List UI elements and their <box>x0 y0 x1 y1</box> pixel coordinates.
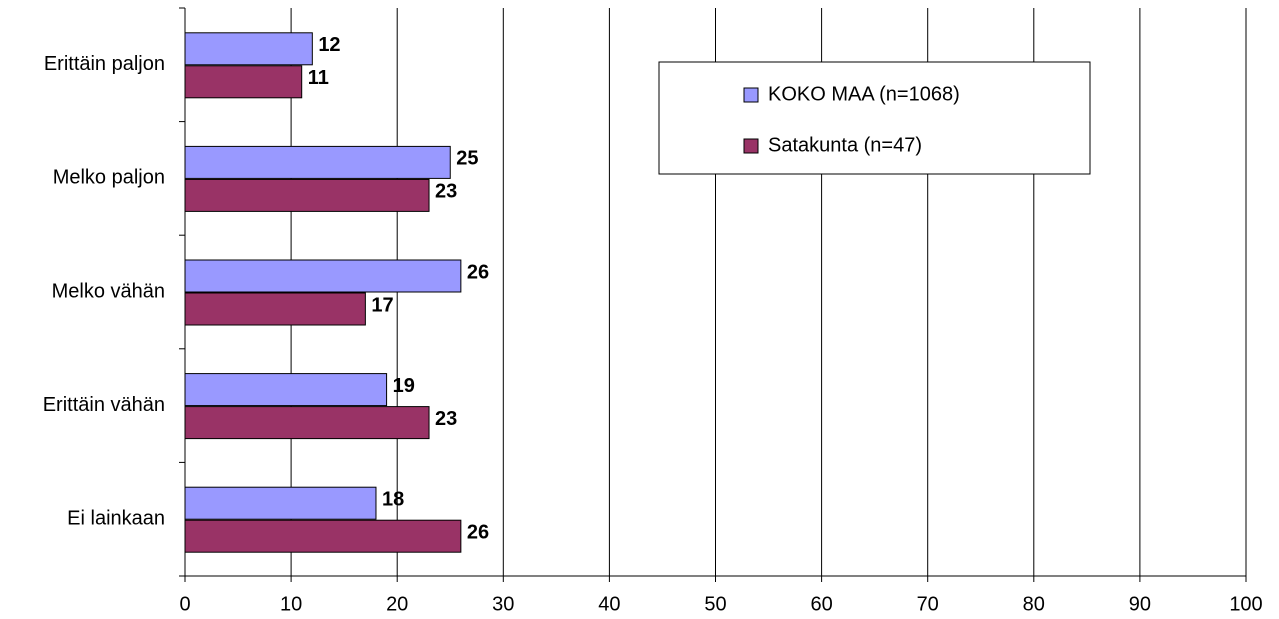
bar <box>184 65 303 99</box>
y-tick-label: Erittäin vähän <box>43 394 165 416</box>
legend-label: Satakunta (n=47) <box>768 134 922 156</box>
value-label: 23 <box>435 408 457 430</box>
bar <box>184 519 462 553</box>
x-tick-label: 10 <box>280 593 302 615</box>
value-label: 26 <box>467 521 489 543</box>
value-label: 12 <box>318 34 340 56</box>
x-tick-label: 70 <box>917 593 939 615</box>
bar <box>184 259 462 293</box>
bar <box>184 292 366 326</box>
x-tick-label: 100 <box>1229 593 1262 615</box>
value-label: 17 <box>371 294 393 316</box>
value-label: 19 <box>393 375 415 397</box>
x-tick-label: 0 <box>179 593 190 615</box>
y-tick-label: Erittäin paljon <box>44 53 165 75</box>
legend: KOKO MAA (n=1068) Satakunta (n=47) <box>658 61 1091 175</box>
legend-label: KOKO MAA (n=1068) <box>768 83 960 105</box>
x-tick-label: 80 <box>1023 593 1045 615</box>
bar <box>184 373 388 407</box>
bar <box>184 145 451 179</box>
legend-swatch <box>743 138 759 154</box>
x-tick-label: 90 <box>1129 593 1151 615</box>
value-label: 11 <box>308 67 329 89</box>
y-tick-label: Ei lainkaan <box>67 507 165 529</box>
y-tick-label: Melko vähän <box>52 280 165 302</box>
value-label: 18 <box>382 488 404 510</box>
value-label: 23 <box>435 181 457 203</box>
grid: 0 10 20 30 40 50 60 70 80 90 100 Erittäin paljon Mel… <box>43 7 1263 615</box>
bar <box>184 486 377 520</box>
y-tick-label: Melko paljon <box>53 167 165 189</box>
marks: 12 11 25 23 26 17 19 23 18 26 <box>184 32 489 553</box>
bar <box>184 32 313 66</box>
value-label: 25 <box>456 148 478 170</box>
legend-box <box>658 61 1091 175</box>
value-label: 26 <box>467 261 489 283</box>
bar <box>184 178 430 212</box>
x-tick-label: 40 <box>598 593 620 615</box>
x-tick-label: 50 <box>704 593 726 615</box>
bar <box>184 406 430 440</box>
x-tick-label: 60 <box>810 593 832 615</box>
x-tick-label: 20 <box>386 593 408 615</box>
x-tick-label: 30 <box>492 593 514 615</box>
legend-swatch <box>743 87 759 103</box>
